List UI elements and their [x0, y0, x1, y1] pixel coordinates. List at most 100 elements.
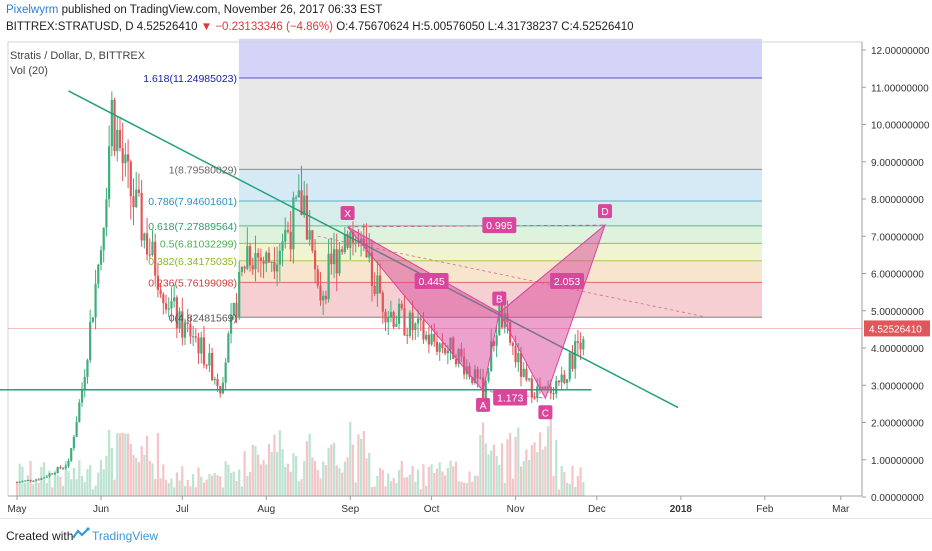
volume-bar — [444, 475, 447, 496]
volume-bar — [137, 462, 141, 496]
candle-body — [126, 154, 130, 162]
volume-bar — [313, 460, 317, 496]
candle-body — [511, 342, 514, 347]
volume-bar — [373, 486, 376, 496]
fib-level-label: 0.618(7.27889564) — [148, 221, 237, 233]
candle-body — [397, 303, 401, 324]
volume-bar — [70, 479, 73, 496]
candle-body — [582, 339, 585, 350]
volume-bar — [368, 452, 371, 496]
volume-bar — [341, 472, 344, 496]
volume-bar — [257, 454, 260, 496]
candle-body — [86, 360, 89, 377]
candle-body — [560, 374, 563, 383]
candle-body — [517, 352, 520, 363]
volume-bar — [116, 433, 119, 496]
volume-bar — [414, 481, 417, 496]
volume-bar — [273, 434, 276, 496]
candle-body — [162, 294, 165, 304]
candle-body — [514, 346, 517, 363]
candle-body — [235, 302, 238, 318]
ohlc-values: O:4.75670624 H:5.00576050 L:4.31738237 C… — [333, 21, 634, 33]
candle-body — [89, 321, 92, 361]
candle-body — [194, 336, 197, 338]
pattern-point-marker — [538, 405, 553, 420]
volume-bar — [454, 461, 458, 496]
volume-bar — [319, 478, 322, 496]
price-tick-label: 10.00000000 — [871, 121, 930, 132]
volume-bar — [419, 489, 422, 496]
volume-bar — [240, 486, 244, 496]
candle-body — [338, 249, 341, 274]
candle-body — [454, 358, 458, 365]
volume-bar — [186, 479, 189, 496]
published-text: published on TradingView.com, November 2… — [58, 4, 383, 16]
candle-body — [552, 393, 555, 395]
volume-bar — [124, 433, 127, 496]
candle-body — [324, 295, 328, 300]
change-value: −0.23133346 (−4.86%) — [212, 21, 333, 33]
candle-body — [102, 227, 105, 251]
volume-bar — [422, 464, 425, 496]
candle-body — [170, 301, 173, 309]
candle-body — [34, 479, 38, 481]
volume-bar — [243, 451, 246, 496]
ratio-label: 2.053 — [554, 276, 580, 288]
candle-body — [576, 341, 580, 343]
volume-bar — [94, 485, 97, 496]
volume-bar — [189, 486, 192, 496]
volume-bars — [15, 414, 585, 496]
volume-bar — [541, 449, 544, 496]
candle-body — [145, 233, 149, 255]
candle-body — [37, 479, 40, 481]
price-tick-label: 1.00000000 — [871, 456, 924, 467]
candle-body — [227, 333, 230, 363]
price-tick-label: 6.00000000 — [871, 270, 924, 281]
candle-body — [341, 249, 344, 253]
author-link[interactable]: Pixelwyrm — [6, 4, 59, 16]
candle-body — [232, 302, 235, 316]
volume-bar — [26, 475, 29, 496]
volume-bar — [392, 478, 395, 496]
volume-bar — [15, 482, 19, 496]
candle-body — [108, 146, 111, 200]
volume-bar — [533, 442, 536, 496]
volume-bar — [89, 465, 92, 496]
volume-bar — [332, 442, 336, 496]
candle-body — [522, 368, 525, 377]
volume-bar — [441, 471, 444, 496]
footer: Created with TradingView — [0, 518, 932, 551]
candle-body — [525, 368, 528, 380]
candle-body — [273, 261, 276, 272]
symbol-line: BITTREX:STRATUSD, D 4.52526410 ▼ −0.2313… — [6, 21, 634, 33]
pattern-ratio-line — [347, 226, 500, 313]
volume-bar — [376, 475, 379, 496]
candle-body — [322, 295, 325, 301]
candle-body — [221, 382, 225, 394]
volume-bar — [173, 487, 176, 496]
candle-body — [435, 341, 439, 352]
price-tick-label: 12.00000000 — [871, 46, 930, 57]
volume-bar — [316, 469, 319, 496]
candle-body — [40, 478, 43, 480]
candle-body — [498, 301, 501, 336]
candle-body — [327, 253, 330, 300]
fib-level-label: 0.236(5.76199098) — [148, 277, 237, 289]
candle-body — [267, 252, 271, 263]
candle-body — [555, 380, 558, 394]
volume-bar — [438, 462, 441, 496]
candle-body — [411, 312, 414, 331]
volume-bar — [479, 434, 482, 496]
candle-body — [192, 336, 195, 338]
tradingview-brand[interactable]: TradingView — [92, 529, 159, 543]
volume-bar — [544, 446, 547, 496]
price-chart[interactable]: X A B C D 0.445 0.995 1.173 2.053 1.618(11.24985… — [0, 38, 932, 518]
candle-body — [15, 482, 19, 484]
volume-bar — [471, 481, 474, 496]
candle-body — [330, 253, 333, 265]
volume-bar — [387, 473, 390, 496]
candle-body — [143, 233, 146, 241]
volume-bar — [343, 461, 346, 496]
ratio-box — [493, 389, 528, 406]
candle-body — [135, 189, 138, 208]
